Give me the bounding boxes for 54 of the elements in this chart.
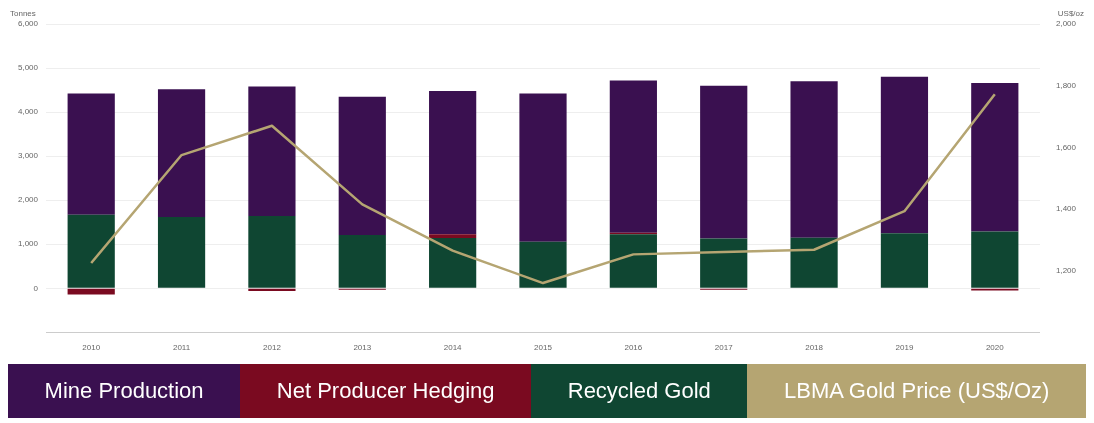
x-tick-label: 2013 bbox=[353, 343, 372, 353]
bar bbox=[248, 86, 296, 217]
x-tick-label: 2012 bbox=[263, 343, 282, 353]
x-tick-label: 2016 bbox=[624, 343, 643, 353]
y2-tick-label: 2,000 bbox=[1055, 19, 1077, 29]
text: Net Producer Hedging bbox=[240, 364, 532, 418]
bar bbox=[429, 238, 477, 288]
bar bbox=[67, 93, 115, 215]
bar bbox=[790, 237, 838, 288]
bar bbox=[67, 288, 115, 295]
x-tick-label: 2017 bbox=[714, 343, 734, 353]
bar bbox=[248, 288, 296, 291]
x-tick-label: 2020 bbox=[985, 343, 1005, 353]
x-tick-label: 2010 bbox=[82, 343, 101, 353]
x-tick-label: 2011 bbox=[172, 343, 191, 353]
y-axis-title: Tonnes bbox=[10, 9, 36, 19]
y-tick-label: 5,000 bbox=[17, 63, 39, 73]
bar bbox=[157, 216, 206, 288]
bar bbox=[971, 83, 1019, 232]
y-tick-label: 1,000 bbox=[17, 239, 39, 249]
bar bbox=[700, 85, 748, 239]
bar bbox=[609, 234, 657, 288]
y-tick-label: 3,000 bbox=[17, 151, 39, 161]
x-tick-label: 2019 bbox=[895, 343, 914, 353]
y2-tick-label: 1,600 bbox=[1055, 142, 1077, 152]
y-tick-label: 2,000 bbox=[17, 195, 39, 205]
bar bbox=[338, 235, 386, 288]
y-tick-label: 4,000 bbox=[17, 107, 39, 117]
bar bbox=[880, 76, 929, 234]
bar bbox=[700, 238, 748, 288]
bar bbox=[67, 214, 115, 288]
x-tick-label: 2018 bbox=[805, 343, 824, 353]
y-tick-label: 6,000 bbox=[17, 19, 39, 29]
y-tick-label: 0 bbox=[33, 283, 39, 293]
bar bbox=[609, 80, 657, 233]
bar bbox=[338, 96, 386, 236]
bar bbox=[519, 93, 567, 242]
y2-tick-label: 1,200 bbox=[1055, 265, 1077, 275]
bar bbox=[971, 231, 1019, 288]
bar bbox=[157, 89, 206, 217]
bar bbox=[790, 81, 838, 238]
bar bbox=[429, 90, 477, 235]
x-tick-label: 2014 bbox=[443, 343, 463, 353]
text: Mine Production bbox=[8, 364, 241, 418]
y2-tick-label: 1,800 bbox=[1055, 80, 1077, 90]
y2-tick-label: 1,400 bbox=[1055, 204, 1077, 214]
bar bbox=[519, 241, 567, 288]
bar bbox=[429, 234, 477, 239]
text: Recycled Gold bbox=[531, 364, 748, 418]
y2-axis-title: US$/oz bbox=[1057, 9, 1084, 19]
bar bbox=[248, 216, 296, 288]
text: LBMA Gold Price (US$/Oz) bbox=[747, 364, 1086, 418]
bar bbox=[880, 233, 929, 288]
x-tick-label: 2015 bbox=[534, 343, 553, 353]
